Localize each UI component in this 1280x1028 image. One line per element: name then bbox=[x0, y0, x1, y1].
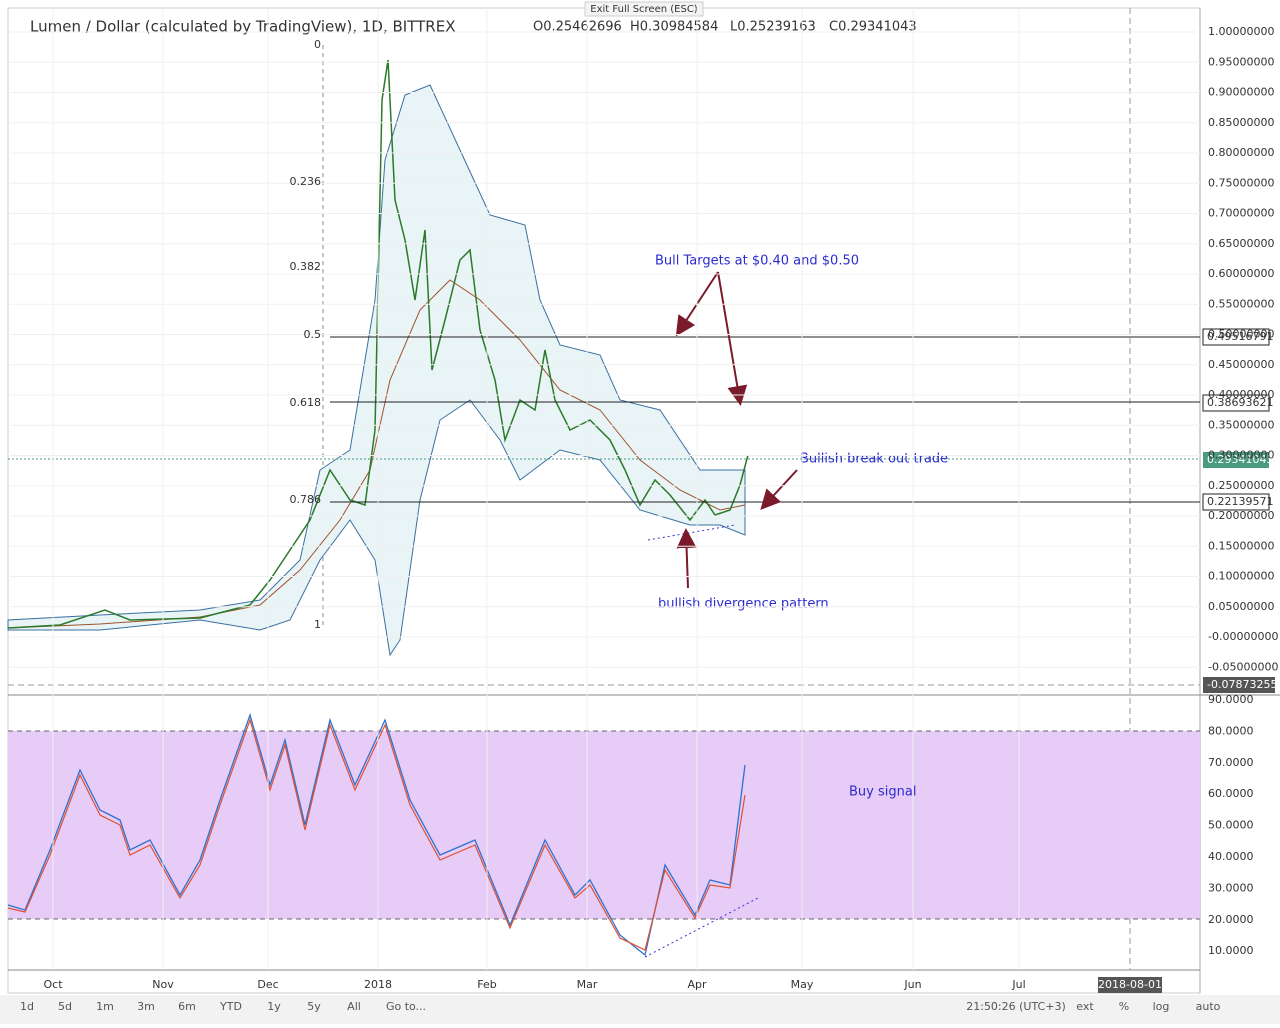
time-tag bbox=[1098, 977, 1162, 993]
price-axis-label: 0.45000000 bbox=[1208, 358, 1274, 371]
price-axis-label: 0.35000000 bbox=[1208, 418, 1274, 431]
time-tag-label: 2018-08-01 bbox=[1098, 978, 1162, 991]
price-axis-label: -0.05000000 bbox=[1208, 660, 1278, 673]
price-axis-label: 0.85000000 bbox=[1208, 116, 1274, 129]
high: H0.30984584 bbox=[630, 20, 718, 35]
annotation: bullish divergence pattern bbox=[658, 597, 829, 612]
fib-label: 0.382 bbox=[290, 260, 322, 273]
clock: 21:50:26 (UTC+3) bbox=[966, 1000, 1066, 1013]
option-button[interactable]: log bbox=[1153, 1000, 1170, 1013]
fib-label: 0.5 bbox=[304, 328, 322, 341]
range-button[interactable]: 3m bbox=[137, 1000, 155, 1013]
price-tag bbox=[1203, 677, 1275, 693]
arrow bbox=[675, 271, 719, 337]
rsi-axis-label: 30.0000 bbox=[1208, 881, 1254, 894]
price-axis-label: 0.95000000 bbox=[1208, 55, 1274, 68]
rsi-axis-label: 20.0000 bbox=[1208, 913, 1254, 926]
price-tag-label: -0.07873255 bbox=[1207, 678, 1277, 691]
price-axis-label: 0.40000000 bbox=[1208, 388, 1274, 401]
range-button[interactable]: 5y bbox=[307, 1000, 321, 1013]
rsi-divergence bbox=[644, 897, 759, 958]
fib-label: 0 bbox=[314, 38, 321, 51]
price-tag bbox=[1202, 394, 1270, 412]
option-button[interactable]: auto bbox=[1196, 1000, 1221, 1013]
fib-label: 0.786 bbox=[290, 493, 322, 506]
bottom-toolbar bbox=[0, 995, 1280, 1024]
rsi-axis-label: 90.0000 bbox=[1208, 693, 1254, 706]
price-tag-label: 0.22139571 bbox=[1207, 495, 1273, 508]
option-button[interactable]: % bbox=[1119, 1000, 1129, 1013]
price-axis-label: 0.75000000 bbox=[1208, 176, 1274, 189]
time-axis-label: Feb bbox=[477, 978, 496, 991]
exit-button[interactable] bbox=[584, 1, 704, 17]
time-axis-label: Jul bbox=[1011, 978, 1025, 991]
low: L0.25239163 bbox=[730, 20, 816, 35]
fib-label: 0.236 bbox=[290, 175, 322, 188]
time-axis-label: Oct bbox=[43, 978, 63, 991]
price-axis-label: 0.50000000 bbox=[1208, 328, 1274, 341]
time-axis-label: 2018 bbox=[364, 978, 392, 991]
rsi-axis-label: 50.0000 bbox=[1208, 819, 1254, 832]
annotation: Bull Targets at $0.40 and $0.50 bbox=[655, 254, 859, 269]
price-axis-label: 0.05000000 bbox=[1208, 600, 1274, 613]
time-axis-label: Jun bbox=[903, 978, 921, 991]
price-axis-label: -0.00000000 bbox=[1208, 630, 1278, 643]
fib-label: 1 bbox=[314, 618, 321, 631]
price-axis-label: 0.55000000 bbox=[1208, 297, 1274, 310]
rsi-line bbox=[7, 712, 746, 957]
close: C0.29341043 bbox=[829, 20, 917, 35]
open: O0.25462696 bbox=[533, 20, 622, 35]
price-tag-label: 0.38693621 bbox=[1207, 396, 1273, 409]
price-tag bbox=[1202, 493, 1270, 511]
range-button[interactable]: Go to... bbox=[386, 1000, 426, 1013]
arrow bbox=[717, 271, 748, 406]
exit-label[interactable]: Exit Full Screen (ESC) bbox=[590, 4, 698, 15]
time-axis-label: Mar bbox=[577, 978, 598, 991]
time-axis-label: Nov bbox=[152, 978, 174, 991]
price-tag bbox=[1202, 328, 1270, 346]
price-axis-label: 0.60000000 bbox=[1208, 267, 1274, 280]
time-axis-label: Dec bbox=[257, 978, 278, 991]
range-button[interactable]: YTD bbox=[219, 1000, 242, 1013]
fib-label: 0.618 bbox=[290, 396, 322, 409]
option-button[interactable]: ext bbox=[1076, 1000, 1094, 1013]
rsi-axis-label: 80.0000 bbox=[1208, 724, 1254, 737]
annotation: Buy signal bbox=[849, 785, 916, 800]
symbol: Lumen / Dollar (calculated by TradingVie… bbox=[30, 18, 455, 36]
price-axis-label: 0.65000000 bbox=[1208, 237, 1274, 250]
rsi-axis-label: 40.0000 bbox=[1208, 850, 1254, 863]
price-tag bbox=[1203, 452, 1269, 468]
arrow bbox=[676, 528, 697, 589]
annotation: Bullish break out trade bbox=[800, 452, 948, 467]
rsi-axis-label: 60.0000 bbox=[1208, 787, 1254, 800]
price-axis-label: 0.10000000 bbox=[1208, 570, 1274, 583]
price-axis-label: 1.00000000 bbox=[1208, 25, 1274, 38]
rsi-band bbox=[8, 731, 1200, 919]
price-line bbox=[7, 59, 749, 629]
price-axis-label: 0.15000000 bbox=[1208, 539, 1274, 552]
price-axis-label: 0.80000000 bbox=[1208, 146, 1274, 159]
range-button[interactable]: 5d bbox=[58, 1000, 72, 1013]
range-button[interactable]: All bbox=[347, 1000, 361, 1013]
range-button[interactable]: 1y bbox=[267, 1000, 281, 1013]
price-axis-label: 0.25000000 bbox=[1208, 479, 1274, 492]
range-button[interactable]: 1d bbox=[20, 1000, 34, 1013]
rsi-axis-label: 10.0000 bbox=[1208, 944, 1254, 957]
rsi-axis-label: 70.0000 bbox=[1208, 756, 1254, 769]
range-button[interactable]: 1m bbox=[96, 1000, 114, 1013]
rsi-signal bbox=[7, 718, 746, 951]
price-axis-label: 0.20000000 bbox=[1208, 509, 1274, 522]
time-axis-label: Apr bbox=[687, 978, 707, 991]
price-axis-label: 0.90000000 bbox=[1208, 86, 1274, 99]
time-axis-label: May bbox=[791, 978, 814, 991]
price-tag-label: 0.29341043 bbox=[1207, 453, 1273, 466]
arrow bbox=[760, 469, 798, 510]
price-axis-label: 0.70000000 bbox=[1208, 207, 1274, 220]
range-button[interactable]: 6m bbox=[178, 1000, 196, 1013]
price-tag-label: 0.49516791 bbox=[1207, 330, 1273, 343]
price-axis-label: 0.30000000 bbox=[1208, 449, 1274, 462]
